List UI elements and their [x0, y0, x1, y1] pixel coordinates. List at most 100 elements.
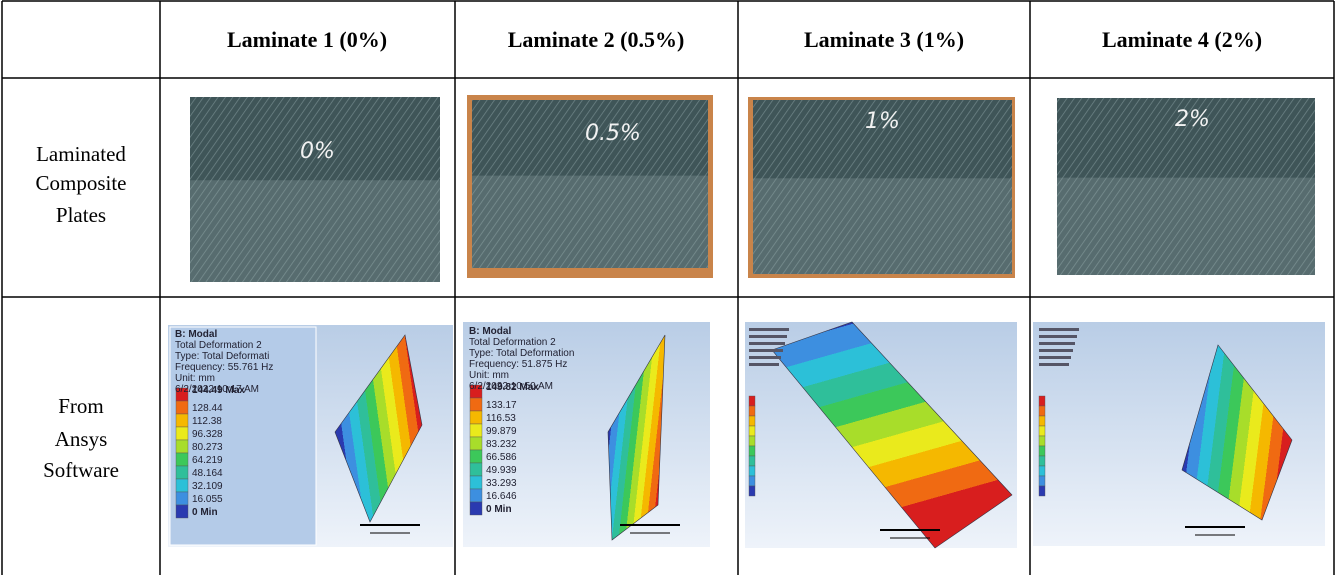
- legend-label: 149.82 Max: [486, 382, 539, 393]
- ansys-info-blur: [1039, 349, 1073, 352]
- legend-swatch: [1038, 435, 1046, 447]
- legend-label: 16.646: [486, 491, 517, 502]
- ansys-info: Unit: mm: [469, 370, 509, 381]
- ansys-info: B: Modal: [469, 326, 511, 337]
- legend-swatch: [1038, 405, 1046, 417]
- plate-handwriting: 2%: [1175, 107, 1210, 132]
- legend-swatch: [748, 485, 756, 497]
- legend-swatch: [748, 435, 756, 447]
- plate-shade: [753, 178, 1012, 274]
- legend-swatch: [175, 491, 189, 506]
- ansys-info: Unit: mm: [175, 373, 215, 384]
- legend-swatch: [748, 465, 756, 477]
- ansys-info-blur: [749, 363, 779, 366]
- ansys-info-blur: [1039, 328, 1079, 331]
- ansys-info: Frequency: 55.761 Hz: [175, 362, 273, 373]
- plate-handwriting: 0%: [300, 139, 335, 164]
- deformation-plate: [1181, 344, 1293, 521]
- legend-swatch: [175, 465, 189, 480]
- ansys-info: Type: Total Deformati: [175, 351, 269, 362]
- legend-swatch: [1038, 445, 1046, 457]
- legend-swatch: [748, 445, 756, 457]
- plate-shade: [190, 180, 440, 282]
- deformation-plate: [607, 334, 666, 541]
- legend-swatch: [1038, 475, 1046, 487]
- legend-label: 16.055: [192, 494, 223, 505]
- ansys-info-blur: [1039, 335, 1077, 338]
- plate-handwriting: 1%: [865, 109, 900, 134]
- ansys-info-blur: [749, 356, 781, 359]
- ansys-info-blur: [1039, 342, 1075, 345]
- legend-label: 32.109: [192, 481, 223, 492]
- legend-swatch: [1038, 455, 1046, 467]
- plate: [190, 97, 440, 282]
- row-label: Composite: [35, 171, 126, 195]
- legend-label: 33.293: [486, 478, 517, 489]
- column-header: Laminate 1 (0%): [227, 27, 387, 52]
- legend-swatch: [175, 478, 189, 493]
- legend-label: 80.273: [192, 442, 223, 453]
- ansys-info-blur: [749, 349, 783, 352]
- legend-swatch: [748, 395, 756, 407]
- column-header: Laminate 3 (1%): [804, 27, 964, 52]
- legend-swatch: [469, 475, 483, 490]
- ansys-info-blur: [749, 335, 787, 338]
- legend-swatch: [748, 425, 756, 437]
- legend-swatch: [1038, 395, 1046, 407]
- legend-swatch: [1038, 425, 1046, 437]
- row-label: Plates: [56, 203, 106, 227]
- legend-label: 128.44: [192, 403, 223, 414]
- ansys-info: 6/2/2022 10:17 AM: [175, 384, 259, 395]
- legend-label: 66.586: [486, 452, 517, 463]
- legend-label: 49.939: [486, 465, 517, 476]
- legend-swatch: [175, 439, 189, 454]
- plate-shade: [472, 175, 708, 268]
- legend-swatch: [175, 400, 189, 415]
- deformation-plate: [771, 321, 1013, 549]
- legend-label: 99.879: [486, 426, 517, 437]
- legend-swatch: [748, 455, 756, 467]
- ansys-info-blur: [1039, 363, 1069, 366]
- legend-label: 83.232: [486, 439, 517, 450]
- legend-label: 144.49 Max: [192, 385, 245, 396]
- ansys-panel: [463, 322, 710, 547]
- legend-swatch: [469, 488, 483, 503]
- legend-swatch: [748, 475, 756, 487]
- deformation-plate: [334, 334, 423, 523]
- legend-swatch: [175, 452, 189, 467]
- row-label: From: [58, 394, 104, 418]
- ansys-info: Total Deformation 2: [469, 337, 556, 348]
- legend-label: 96.328: [192, 429, 223, 440]
- legend-swatch: [1038, 415, 1046, 427]
- legend-swatch: [175, 426, 189, 441]
- ansys-info-blur: [1039, 356, 1071, 359]
- legend-swatch: [469, 423, 483, 438]
- legend-swatch: [469, 436, 483, 451]
- row-label: Software: [43, 458, 119, 482]
- ansys-info: Frequency: 51.875 Hz: [469, 359, 567, 370]
- legend-swatch: [469, 449, 483, 464]
- legend-swatch: [469, 397, 483, 412]
- legend-label: 0 Min: [486, 504, 512, 515]
- legend-label: 48.164: [192, 468, 223, 479]
- plate: [472, 100, 708, 268]
- column-header: Laminate 2 (0.5%): [508, 27, 685, 52]
- legend-label: 0 Min: [192, 507, 218, 518]
- column-header: Laminate 4 (2%): [1102, 27, 1262, 52]
- ansys-info: Total Deformation 2: [175, 340, 262, 351]
- ansys-info-blur: [749, 328, 789, 331]
- ansys-info: B: Modal: [175, 329, 217, 340]
- row-label: Laminated: [36, 142, 126, 166]
- plate: [1057, 98, 1315, 275]
- legend-label: 64.219: [192, 455, 223, 466]
- legend-swatch: [469, 410, 483, 425]
- ansys-info-panel: [169, 326, 317, 546]
- plate-shade: [1057, 177, 1315, 275]
- legend-swatch: [469, 501, 483, 516]
- legend-label: 116.53: [486, 413, 516, 424]
- ansys-info: Type: Total Deformation: [469, 348, 574, 359]
- legend-label: 112.38: [192, 416, 222, 427]
- ansys-info-blur: [749, 342, 785, 345]
